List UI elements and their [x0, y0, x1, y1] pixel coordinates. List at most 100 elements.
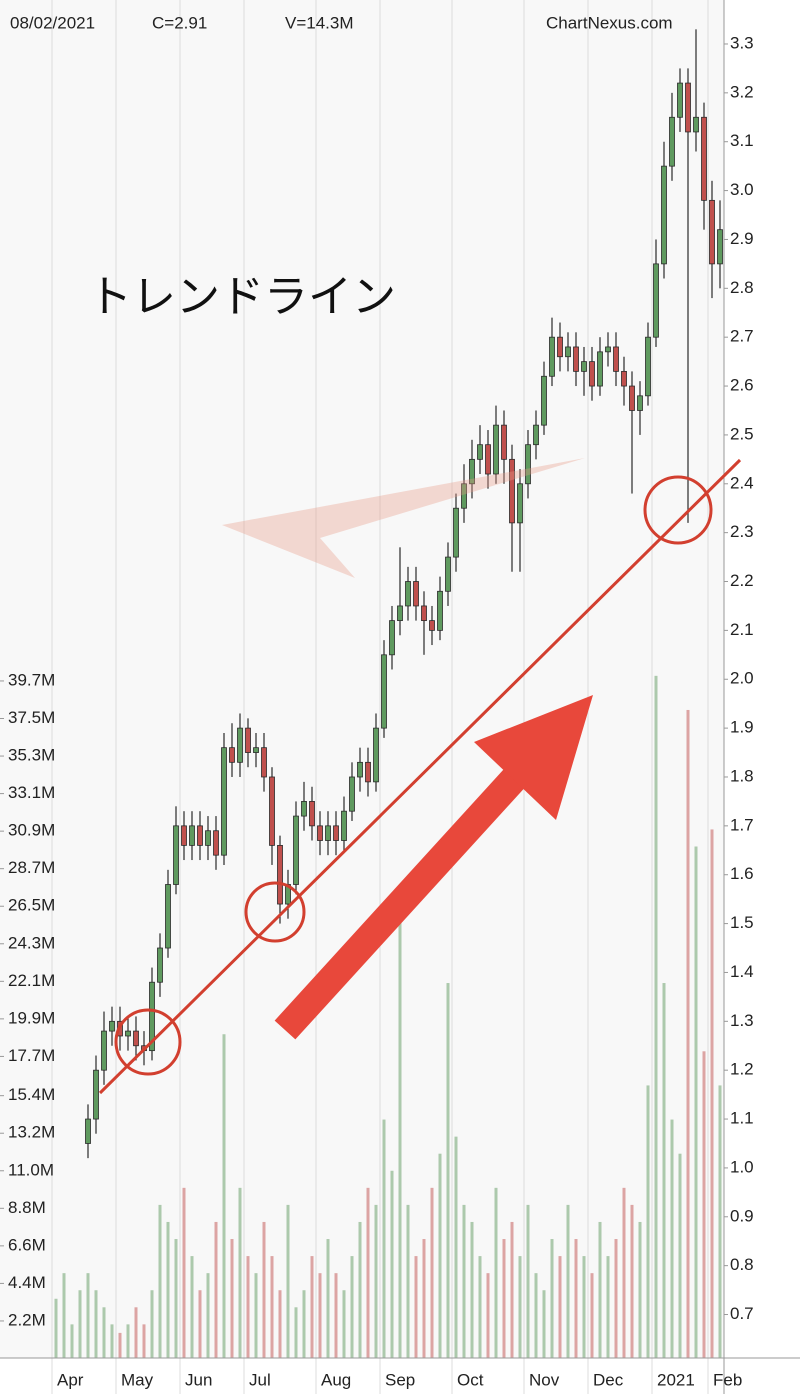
volume-bar: [598, 1221, 602, 1359]
candle-body: [245, 727, 251, 753]
y-tick-label: 2.6: [730, 376, 754, 395]
volume-bar: [118, 1332, 122, 1359]
y-tick-label: 2.1: [730, 620, 754, 639]
volume-bar: [358, 1221, 362, 1359]
candle-body: [557, 336, 563, 358]
volume-bar: [262, 1221, 266, 1359]
candle-body: [509, 458, 515, 524]
candle-body: [277, 844, 283, 905]
candle-body: [165, 884, 171, 949]
candle-body: [341, 810, 347, 841]
x-tick-label: Sep: [385, 1370, 415, 1389]
candle-body: [493, 424, 499, 475]
candle-body: [133, 1030, 139, 1047]
candle-body: [605, 346, 611, 353]
volume-bar: [414, 1256, 418, 1359]
candle-body: [261, 747, 267, 778]
candle-body: [669, 116, 675, 167]
volume-bar: [342, 1290, 346, 1359]
candle-body: [717, 229, 723, 265]
y2-tick-label: 4.4M: [8, 1273, 46, 1292]
volume-bar: [134, 1307, 138, 1359]
volume-bar: [54, 1298, 58, 1359]
candle-body: [701, 116, 707, 201]
source-label: ChartNexus.com: [546, 13, 673, 32]
candle-body: [173, 825, 179, 885]
y-tick-label: 2.2: [730, 571, 754, 590]
candle-body: [269, 776, 275, 846]
volume-bar: [110, 1324, 114, 1359]
candle-body: [645, 336, 651, 397]
candle-body: [109, 1020, 115, 1032]
candle-body: [189, 825, 195, 846]
volume-bar: [286, 1204, 290, 1359]
volume-bar: [326, 1239, 330, 1359]
touch-circle: [643, 475, 713, 545]
volume-bar: [638, 1221, 642, 1359]
y-tick-label: 1.8: [730, 766, 754, 785]
candle-body: [685, 82, 691, 133]
candle-body: [469, 458, 475, 485]
volume-bar: [662, 983, 666, 1359]
y-tick-label: 1.5: [730, 913, 754, 932]
volume-bar: [294, 1307, 298, 1359]
y-tick-label: 2.4: [730, 473, 754, 492]
plot-background: [0, 0, 724, 1358]
y2-tick-label: 24.3M: [8, 933, 55, 952]
volume-bar: [214, 1221, 218, 1359]
candle-body: [445, 556, 451, 592]
candle-body: [709, 199, 715, 265]
volume-bar: [718, 1085, 722, 1359]
candle-body: [293, 815, 299, 885]
candle-body: [677, 82, 683, 118]
volume-bar: [94, 1290, 98, 1359]
y-tick-label: 2.5: [730, 424, 754, 443]
volume-bar: [422, 1239, 426, 1359]
y2-tick-label: 17.7M: [8, 1046, 55, 1065]
y2-tick-label: 35.3M: [8, 746, 55, 765]
y2-tick-label: 33.1M: [8, 783, 55, 802]
candle-body: [589, 361, 595, 387]
volume-bar: [254, 1273, 258, 1359]
y-tick-label: 0.8: [730, 1255, 754, 1274]
y-tick-label: 1.4: [730, 962, 754, 981]
x-tick-label: Aug: [321, 1370, 351, 1389]
annotations: トレンドライン 08/02/2021 C=2.91 V=14.3M ChartN…: [10, 13, 742, 1095]
y2-tick-label: 8.8M: [8, 1198, 46, 1217]
y2-tick-label: 19.9M: [8, 1008, 55, 1027]
y-tick-label: 2.9: [730, 229, 754, 248]
y-tick-label: 3.1: [730, 131, 754, 150]
watermark-logo: [222, 458, 585, 578]
annotation-text: トレンドライン: [88, 273, 396, 322]
candle-body: [453, 507, 459, 558]
candle-body: [389, 620, 395, 656]
x-tick-label: Jun: [185, 1370, 212, 1389]
candle-body: [573, 346, 579, 372]
volume-bar: [630, 1204, 634, 1359]
volume-bar: [390, 1170, 394, 1359]
volume-bar: [102, 1307, 106, 1359]
y-tick-label: 3.3: [730, 33, 754, 52]
volume-bar: [246, 1256, 250, 1359]
candle-body: [237, 727, 243, 763]
volume-bar: [278, 1290, 282, 1359]
candle-body: [653, 263, 659, 338]
candle-body: [565, 346, 571, 358]
x-tick-label: Jul: [249, 1370, 271, 1389]
volume-bar: [654, 675, 658, 1359]
volume-bar: [614, 1239, 618, 1359]
volume-bar: [366, 1187, 370, 1359]
candle-body: [325, 825, 331, 841]
volume-bar: [70, 1324, 74, 1359]
candle-body: [613, 346, 619, 372]
y-tick-label: 2.8: [730, 278, 754, 297]
candle-body: [301, 801, 307, 817]
candle-body: [365, 761, 371, 783]
y2-tick-label: 28.7M: [8, 858, 55, 877]
volume-bar: [238, 1187, 242, 1359]
candle-body: [205, 830, 211, 846]
y-tick-label: 1.2: [730, 1060, 754, 1079]
volume-bar: [382, 1119, 386, 1359]
candle-body: [637, 395, 643, 411]
y2-tick-label: 15.4M: [8, 1085, 55, 1104]
